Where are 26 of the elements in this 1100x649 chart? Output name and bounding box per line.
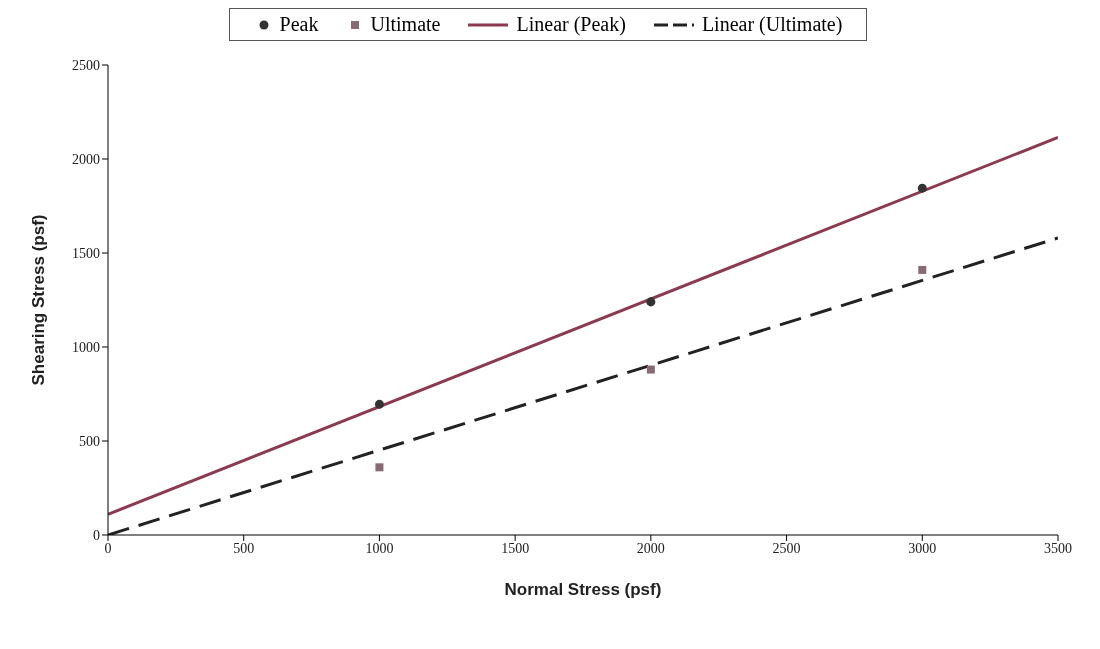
x-tick-label: 3000 xyxy=(908,540,937,556)
y-tick-label: 2500 xyxy=(72,57,100,73)
point xyxy=(646,297,656,307)
x-tick-label: 1500 xyxy=(501,540,530,556)
x-tick-label: 2000 xyxy=(636,540,665,556)
point xyxy=(918,265,927,274)
legend-label: Linear (Ultimate) xyxy=(700,13,843,36)
y-tick-label: 500 xyxy=(79,433,100,449)
y-tick-label: 1500 xyxy=(72,245,100,261)
point xyxy=(917,183,927,193)
point xyxy=(375,463,384,472)
y-tick-label: 1000 xyxy=(72,339,100,355)
y-tick-label: 2000 xyxy=(72,151,100,167)
y-axis-title: Shearing Stress (psf) xyxy=(29,214,49,386)
y-tick-label: 0 xyxy=(93,527,100,543)
x-tick-label: 2500 xyxy=(772,540,801,556)
x-axis-title: Normal Stress (psf) xyxy=(504,580,662,599)
x-tick-label: 0 xyxy=(104,540,112,556)
x-tick-label: 3500 xyxy=(1044,540,1072,556)
legend-label: Linear (Peak) xyxy=(515,13,626,36)
point xyxy=(374,399,384,409)
point xyxy=(646,365,655,374)
x-tick-label: 500 xyxy=(233,540,255,556)
legend-label: Ultimate xyxy=(369,13,441,36)
x-tick-label: 1000 xyxy=(365,540,394,556)
legend-label: Peak xyxy=(278,13,319,36)
